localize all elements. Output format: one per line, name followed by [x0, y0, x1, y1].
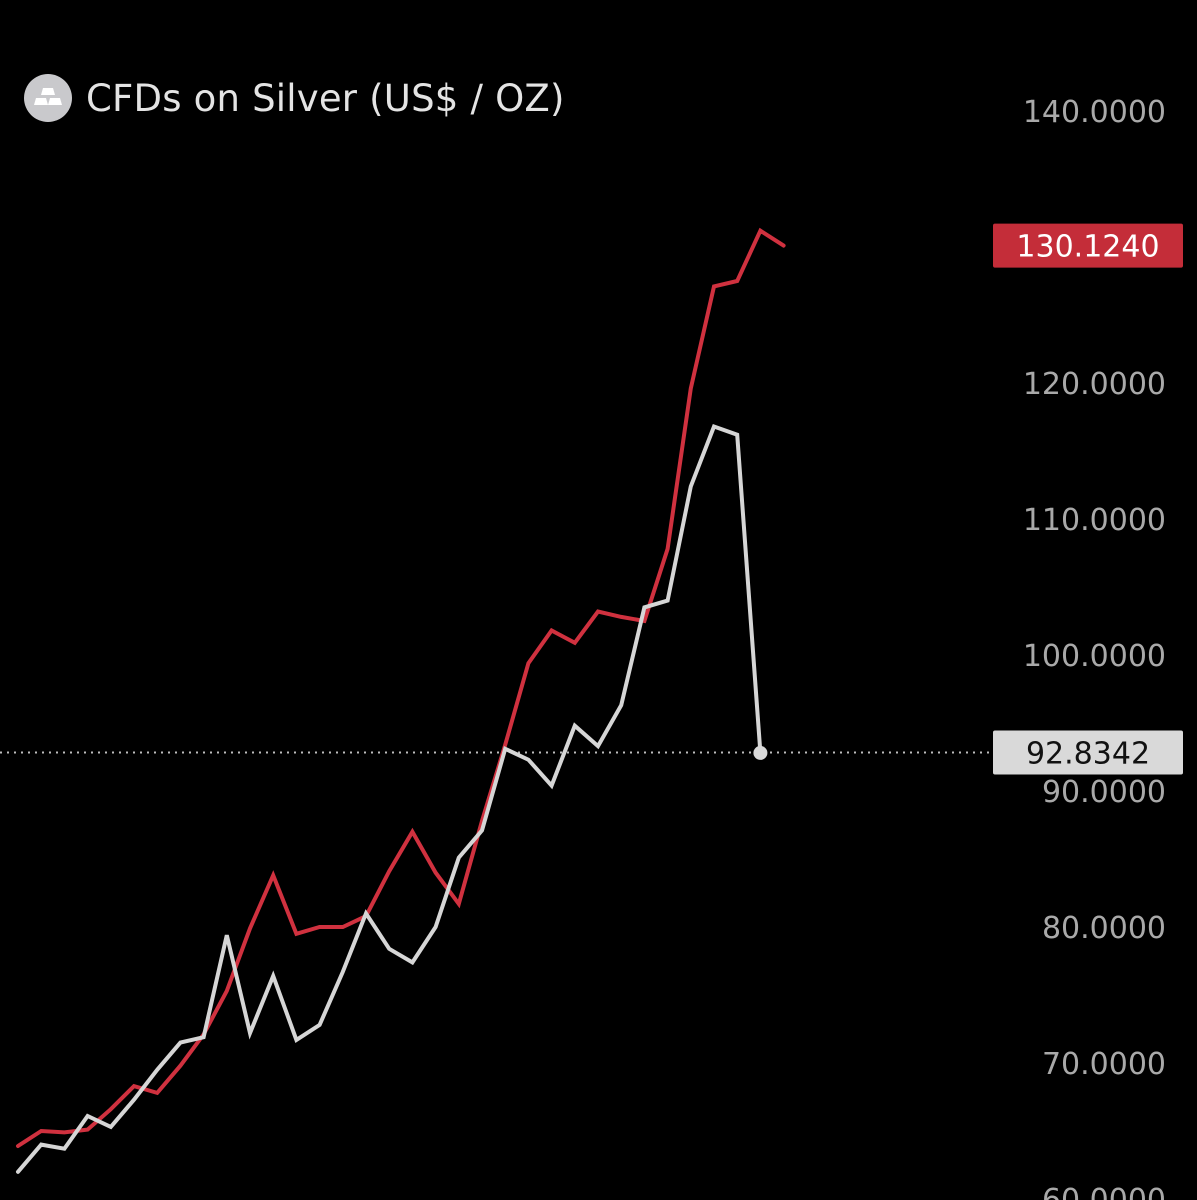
y-tick-label: 70.0000	[1042, 1047, 1166, 1082]
y-tick-label: 110.0000	[1023, 503, 1166, 538]
y-tick-label: 90.0000	[1042, 775, 1166, 810]
series-lines	[16, 227, 786, 1174]
red-last-price-badge: 130.1240	[993, 223, 1183, 268]
y-tick-label: 60.0000	[1042, 1183, 1166, 1200]
page-title: CFDs on Silver (US$ / OZ)	[86, 76, 565, 120]
red-last-price-badge-bg	[993, 223, 1183, 268]
value-badges: 130.1240 92.8342	[993, 223, 1183, 775]
white-last-price-badge-bg	[993, 730, 1183, 775]
silver-bars-icon	[24, 74, 72, 122]
white-last-price-badge-label: 92.8342	[1026, 736, 1150, 771]
y-tick-label: 120.0000	[1023, 367, 1166, 402]
red-last-price-badge-label: 130.1240	[1016, 230, 1159, 265]
y-tick-label: 80.0000	[1042, 911, 1166, 946]
white-last-price-badge: 92.8342	[993, 730, 1183, 775]
white-series-endpoint-dot	[753, 745, 768, 760]
y-tick-label: 100.0000	[1023, 639, 1166, 674]
y-axis-ticks: 140.0000 120.0000 110.0000 100.0000 90.0000 8…	[1023, 95, 1166, 1200]
chart-header: CFDs on Silver (US$ / OZ)	[24, 74, 565, 122]
white-series-line	[16, 423, 763, 1174]
red-series-line	[16, 227, 786, 1148]
y-tick-label: 140.0000	[1023, 95, 1166, 130]
